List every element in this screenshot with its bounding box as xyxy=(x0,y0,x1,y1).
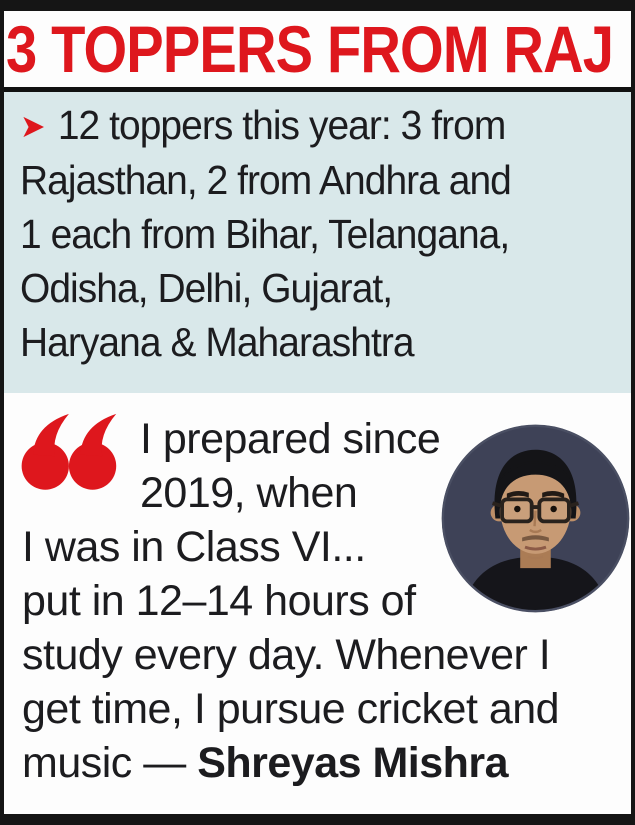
info-line: Rajasthan, 2 from Andhra and xyxy=(20,157,512,203)
info-line: Odisha, Delhi, Gujarat, xyxy=(20,265,393,311)
headline-divider xyxy=(0,87,635,92)
quote-line: I was in Class VI... xyxy=(22,523,366,571)
portrait-photo xyxy=(439,423,632,614)
info-line: Haryana & Maharashtra xyxy=(20,319,415,365)
quote-line: 2019, when xyxy=(140,469,358,517)
quote-line: study every day. Whenever I xyxy=(22,631,551,679)
top-frame-bar xyxy=(0,0,635,11)
info-line-text: 12 toppers this year: 3 from xyxy=(57,102,506,148)
info-line: 1 each from Bihar, Telangana, xyxy=(20,211,510,257)
info-line: ➤ 12 toppers this year: 3 from xyxy=(20,98,600,153)
arrow-bullet-icon: ➤ xyxy=(20,108,45,144)
opening-quote-icon xyxy=(20,405,126,501)
attribution-name: Shreyas Mishra xyxy=(197,739,509,787)
quote-text: I prepared since 2019, when I was in Cla… xyxy=(22,412,628,790)
quote-line: put in 12–14 hours of xyxy=(22,577,416,625)
quote-line: I prepared since xyxy=(140,415,441,463)
quote-line: get time, I pursue cricket and xyxy=(22,685,560,733)
quote-line: music — Shreyas Mishra xyxy=(22,736,628,790)
headline: 3 TOPPERS FROM RAJ xyxy=(6,12,614,86)
info-box-text: ➤ 12 toppers this year: 3 from Rajasthan,… xyxy=(20,98,600,369)
left-frame-line xyxy=(0,0,4,825)
info-box: ➤ 12 toppers this year: 3 from Rajasthan,… xyxy=(4,92,631,393)
bottom-frame-bar xyxy=(0,814,635,825)
quote-line-text: music — xyxy=(22,739,198,787)
right-frame-line xyxy=(631,0,635,825)
